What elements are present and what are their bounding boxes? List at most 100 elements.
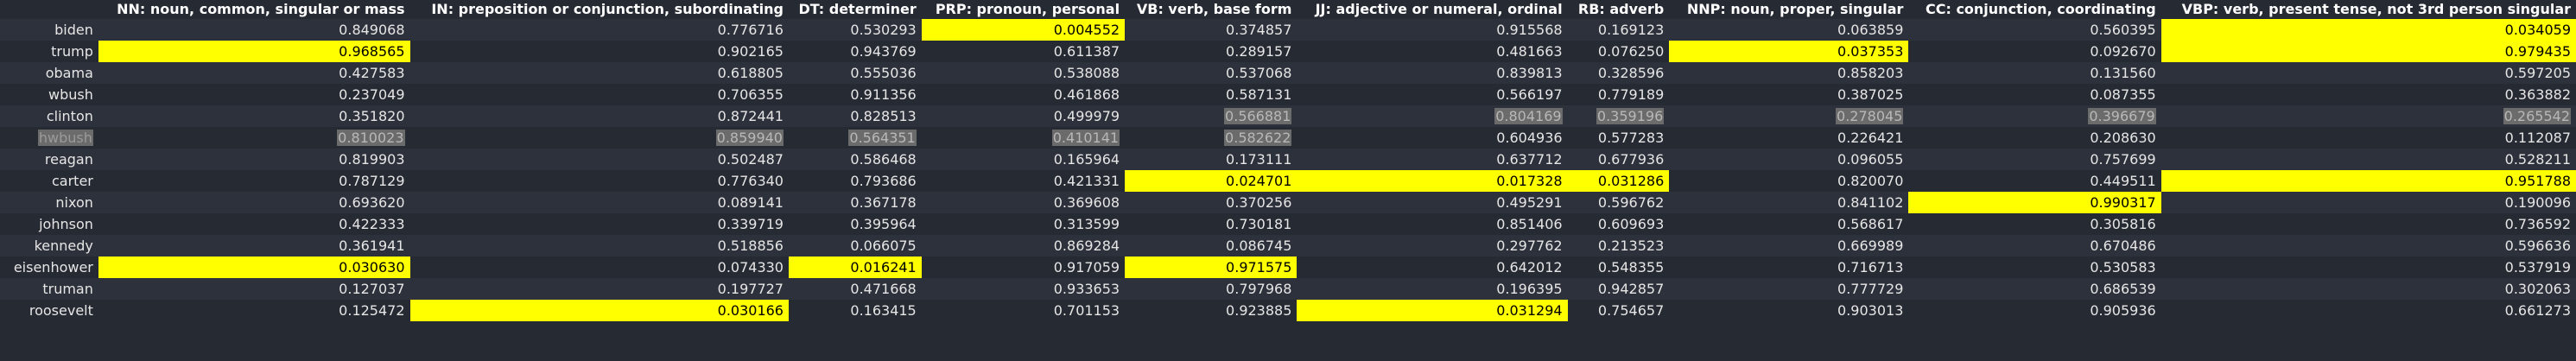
column-header: NN: noun, common, singular or mass [98, 0, 410, 19]
table-cell: 0.923885 [1125, 300, 1298, 321]
column-header: DT: determiner [788, 0, 922, 19]
column-header: RB: adverb [1567, 0, 1670, 19]
row-label: nixon [0, 192, 98, 213]
table-cell: 0.968565 [98, 41, 410, 62]
table-cell: 0.566881 [1125, 105, 1298, 127]
table-cell: 0.265542 [2160, 105, 2576, 127]
table-cell: 0.582622 [1125, 127, 1298, 149]
row-label: truman [0, 278, 98, 300]
table-cell: 0.716713 [1669, 256, 1909, 278]
table-cell: 0.396679 [1908, 105, 2161, 127]
table-cell: 0.858203 [1669, 62, 1909, 84]
table-cell: 0.449511 [1908, 170, 2161, 192]
table-row: reagan 0.819903 0.502487 0.586468 0.165964 0.… [0, 149, 2576, 170]
table-cell: 0.213523 [1567, 235, 1670, 256]
table-cell: 0.736592 [2160, 213, 2576, 235]
table-cell: 0.165964 [921, 149, 1126, 170]
table-cell: 0.092670 [1908, 41, 2161, 62]
table-cell: 0.642012 [1297, 256, 1568, 278]
table-cell: 0.024701 [1125, 170, 1298, 192]
table-cell: 0.670486 [1908, 235, 2161, 256]
table-cell: 0.169123 [1567, 19, 1670, 41]
row-label: wbush [0, 84, 98, 105]
table-cell: 0.131560 [1908, 62, 2161, 84]
table-cell: 0.305816 [1908, 213, 2161, 235]
table-cell: 0.410141 [921, 127, 1126, 149]
table-cell: 0.528211 [2160, 149, 2576, 170]
table-cell: 0.034059 [2160, 19, 2576, 41]
table-row: truman 0.127037 0.197727 0.471668 0.933653 0.… [0, 278, 2576, 300]
table-cell: 0.367178 [788, 192, 922, 213]
table-cell: 0.933653 [921, 278, 1126, 300]
table-cell: 0.597205 [2160, 62, 2576, 84]
table-cell: 0.730181 [1125, 213, 1298, 235]
table-cell: 0.208630 [1908, 127, 2161, 149]
table-cell: 0.677936 [1567, 149, 1670, 170]
table-row: hwbush 0.810023 0.859940 0.564351 0.410141 0.… [0, 127, 2576, 149]
table-cell: 0.872441 [409, 105, 789, 127]
row-label: obama [0, 62, 98, 84]
table-cell: 0.661273 [2160, 300, 2576, 321]
table-cell: 0.917059 [921, 256, 1126, 278]
table-row: roosevelt 0.125472 0.030166 0.163415 0.70115… [0, 300, 2576, 321]
table-cell: 0.278045 [1669, 105, 1909, 127]
table-cell: 0.125472 [98, 300, 410, 321]
table-cell: 0.096055 [1669, 149, 1909, 170]
table-cell: 0.596762 [1567, 192, 1670, 213]
table-cell: 0.076250 [1567, 41, 1670, 62]
column-header: CC: conjunction, coordinating [1908, 0, 2161, 19]
table-cell: 0.902165 [409, 41, 789, 62]
table-row: trump 0.968565 0.902165 0.943769 0.611387 0.2… [0, 41, 2576, 62]
column-header: JJ: adjective or numeral, ordinal [1297, 0, 1568, 19]
table-cell: 0.395964 [788, 213, 922, 235]
table-cell: 0.548355 [1567, 256, 1670, 278]
table-cell: 0.903013 [1669, 300, 1909, 321]
table-cell: 0.499979 [921, 105, 1126, 127]
table-cell: 0.422333 [98, 213, 410, 235]
table-cell: 0.869284 [921, 235, 1126, 256]
table-cell: 0.942857 [1567, 278, 1670, 300]
table-cell: 0.461868 [921, 84, 1126, 105]
table-cell: 0.530583 [1908, 256, 2161, 278]
table-cell: 0.361941 [98, 235, 410, 256]
table-cell: 0.849068 [98, 19, 410, 41]
table-cell: 0.374857 [1125, 19, 1298, 41]
table-cell: 0.797968 [1125, 278, 1298, 300]
table-cell: 0.701153 [921, 300, 1126, 321]
table-cell: 0.237049 [98, 84, 410, 105]
table-row: obama 0.427583 0.618805 0.555036 0.538088 0.5… [0, 62, 2576, 84]
table-row: biden 0.849068 0.776716 0.530293 0.004552 0.3… [0, 19, 2576, 41]
table-cell: 0.757699 [1908, 149, 2161, 170]
table-cell: 0.560395 [1908, 19, 2161, 41]
table-cell: 0.004552 [921, 19, 1126, 41]
table-cell: 0.693620 [98, 192, 410, 213]
row-label: johnson [0, 213, 98, 235]
table-cell: 0.820070 [1669, 170, 1909, 192]
table-cell: 0.828513 [788, 105, 922, 127]
table-cell: 0.586468 [788, 149, 922, 170]
table-row: eisenhower 0.030630 0.074330 0.016241 0.9170… [0, 256, 2576, 278]
table-cell: 0.031286 [1567, 170, 1670, 192]
table-cell: 0.943769 [788, 41, 922, 62]
table-row: kennedy 0.361941 0.518856 0.066075 0.869284 0… [0, 235, 2576, 256]
table-cell: 0.030166 [409, 300, 789, 321]
table-cell: 0.017328 [1297, 170, 1568, 192]
table-cell: 0.637712 [1297, 149, 1568, 170]
table-cell: 0.859940 [409, 127, 789, 149]
table-body: biden 0.849068 0.776716 0.530293 0.004552 0.3… [0, 19, 2576, 321]
table-cell: 0.609693 [1567, 213, 1670, 235]
index-header [0, 0, 98, 19]
table-cell: 0.089141 [409, 192, 789, 213]
row-label: carter [0, 170, 98, 192]
table-cell: 0.537068 [1125, 62, 1298, 84]
table-cell: 0.481663 [1297, 41, 1568, 62]
table-cell: 0.359196 [1567, 105, 1670, 127]
table-cell: 0.538088 [921, 62, 1126, 84]
table-cell: 0.063859 [1669, 19, 1909, 41]
table-cell: 0.604936 [1297, 127, 1568, 149]
table-cell: 0.302063 [2160, 278, 2576, 300]
table-cell: 0.777729 [1669, 278, 1909, 300]
table-cell: 0.163415 [788, 300, 922, 321]
table-row: wbush 0.237049 0.706355 0.911356 0.461868 0.5… [0, 84, 2576, 105]
table-row: johnson 0.422333 0.339719 0.395964 0.313599 0… [0, 213, 2576, 235]
